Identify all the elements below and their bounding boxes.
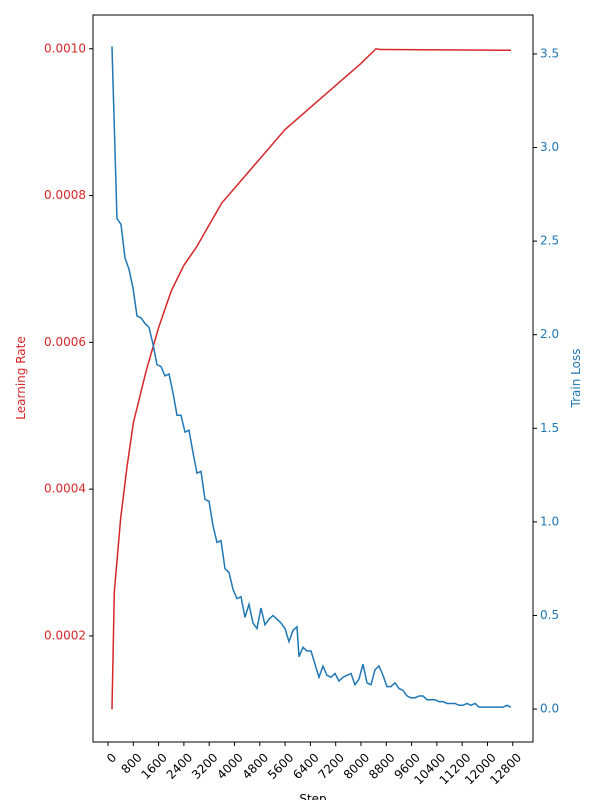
y-axis-label: Learning Rate <box>14 336 28 419</box>
x-tick-label: 0 <box>104 750 119 765</box>
line <box>111 47 511 710</box>
x-tick-label: 5600 <box>265 750 296 781</box>
y2-tick-label: 0.5 <box>540 608 559 622</box>
x-axis-label: Step <box>299 792 326 800</box>
y-tick-label: 0.0004 <box>44 482 86 496</box>
y2-tick-label: 1.5 <box>540 421 559 435</box>
x-tick-label: 8800 <box>366 750 397 781</box>
x-tick-label: 8000 <box>341 750 372 781</box>
x-tick-label: 6400 <box>290 750 321 781</box>
line <box>111 46 512 708</box>
plot-frame <box>92 14 534 743</box>
y-tick-label: 0.0006 <box>44 335 86 349</box>
x-tick-label: 4800 <box>240 750 271 781</box>
y2-axis-label: Train Loss <box>569 349 583 409</box>
y2-tick-label: 2.5 <box>540 234 559 248</box>
x-tick-label: 4000 <box>214 750 245 781</box>
y2-tick-label: 0.0 <box>540 702 559 716</box>
y2-tick-label: 2.0 <box>540 327 559 341</box>
y2-tick-label: 3.0 <box>540 140 559 154</box>
y-tick-label: 0.0010 <box>44 41 86 55</box>
y-tick-label: 0.0008 <box>44 188 86 202</box>
y2-tick-label: 1.0 <box>540 514 559 528</box>
y2-tick-label: 3.5 <box>540 46 559 60</box>
x-tick-label: 3200 <box>189 750 220 781</box>
y-tick-label: 0.0002 <box>44 628 86 642</box>
x-tick-label: 1600 <box>138 750 169 781</box>
x-tick-label: 7200 <box>316 750 347 781</box>
x-tick-label: 2400 <box>164 750 195 781</box>
